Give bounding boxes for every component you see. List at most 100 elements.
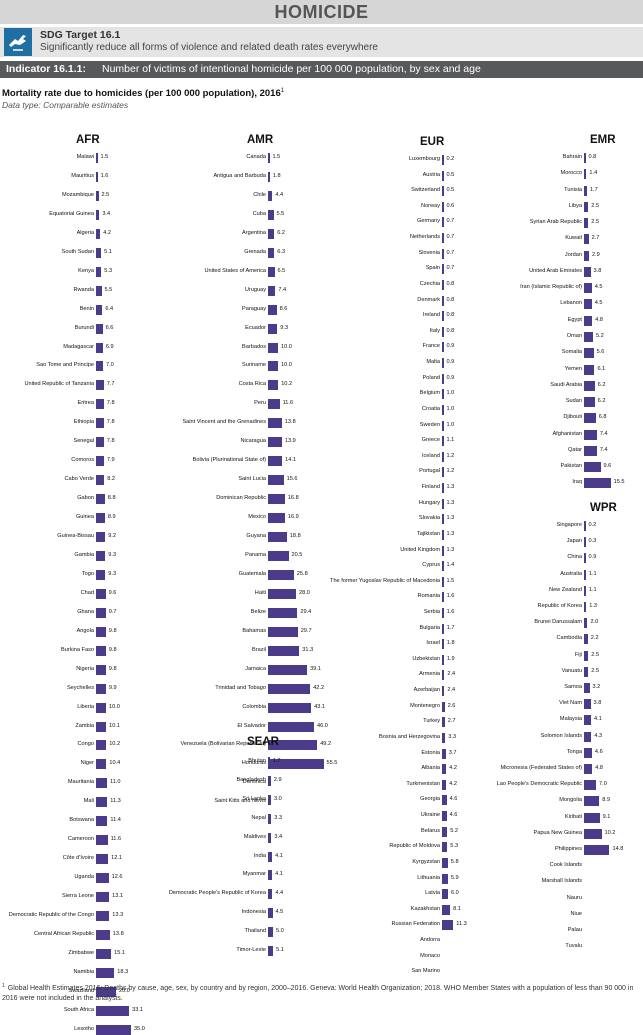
country-label: Russian Federation — [391, 921, 440, 928]
bar-value-label: 7.0 — [106, 362, 114, 369]
bar — [442, 389, 444, 400]
bar — [268, 851, 273, 862]
country-label: Republic of Korea — [537, 603, 582, 609]
country-label: Slovakia — [418, 515, 440, 522]
country-label: Bangladesh — [236, 776, 266, 783]
bar — [442, 811, 447, 822]
country-label: Jordan — [564, 251, 582, 258]
bar-value-label: 2.5 — [591, 202, 600, 209]
country-label: Panama — [245, 551, 266, 558]
bar-value-label: 0.8 — [446, 327, 455, 334]
bar — [268, 889, 273, 900]
country-label: Dominica — [242, 779, 266, 786]
bar-value-label: 6.2 — [597, 381, 606, 388]
country-label: Namibia — [73, 968, 94, 975]
bar-value-label: 20.0 — [119, 987, 130, 994]
bar-value-label: 4.4 — [275, 890, 284, 897]
bar — [268, 740, 318, 751]
bar-value-label: 4.6 — [449, 812, 458, 819]
bar — [442, 701, 445, 712]
bar-value-label: 1.5 — [446, 577, 455, 584]
bar — [96, 740, 107, 751]
country-label: Democratic Republic of the Congo — [8, 912, 94, 918]
bar-value-label: 3.7 — [448, 749, 457, 756]
country-label: Djibouti — [563, 414, 582, 421]
bar-value-label: 11.0 — [110, 779, 121, 786]
bar — [96, 228, 101, 239]
bar — [96, 361, 103, 372]
country-label: Comoros — [71, 457, 94, 464]
country-label: Swaziland — [68, 987, 95, 994]
country-label: Trinidad and Tobago — [215, 684, 266, 691]
bar — [96, 304, 103, 315]
bar-value-label: 15.6 — [286, 476, 298, 483]
bar-value-label: 11.3 — [456, 921, 467, 928]
region-title-wpr: WPR — [590, 502, 617, 514]
bar-value-label: 10.2 — [109, 741, 121, 748]
bar — [268, 908, 273, 919]
bar-value-label: 7.4 — [278, 286, 287, 293]
bar — [584, 845, 610, 855]
bar — [96, 437, 104, 448]
country-label: Malawi — [76, 154, 94, 160]
country-label: Czechia — [419, 280, 440, 287]
bar-value-label: 5.2 — [595, 332, 604, 339]
country-label: Turkmenistan — [406, 780, 440, 787]
bar — [96, 532, 106, 542]
bar — [268, 228, 275, 239]
bar-value-label: 0.9 — [446, 343, 455, 350]
country-label: Kazakhstan — [410, 905, 440, 912]
country-label: India — [253, 852, 266, 859]
bar — [584, 715, 592, 726]
bar-value-label: 5.1 — [276, 947, 284, 953]
country-label: Zambia — [75, 722, 94, 729]
bar — [442, 795, 447, 806]
country-label: Norway — [421, 202, 440, 209]
bar-value-label: 4.1 — [594, 716, 602, 723]
bar — [442, 498, 444, 509]
bar-value-label: 0.8 — [446, 312, 455, 319]
country-label: Togo — [81, 570, 94, 577]
bar-value-label: 7.8 — [106, 438, 115, 445]
bar-value-label: 1.3 — [446, 499, 455, 506]
bar — [268, 832, 272, 843]
bar-value-label: 9.6 — [603, 463, 612, 470]
bar-value-label: 9.8 — [108, 646, 117, 653]
bar — [96, 986, 116, 997]
country-label: Singapore — [556, 522, 582, 528]
country-label: Finland — [421, 484, 440, 491]
country-label: Israel — [426, 640, 440, 647]
country-label: Monaco — [420, 952, 440, 959]
bar — [268, 285, 276, 296]
sdg-target-box: SDG Target 16.1 Significantly reduce all… — [0, 27, 643, 57]
country-label: Lao People's Democratic Republic — [496, 781, 582, 788]
target-text: Significantly reduce all forms of violen… — [40, 42, 378, 53]
bar — [584, 478, 611, 489]
bar-value-label: 13.8 — [112, 930, 124, 937]
bar-value-label: 29.7 — [300, 627, 312, 634]
bar — [442, 576, 444, 587]
country-label: Nicaragua — [240, 438, 267, 445]
bar-value-label: 1.9 — [446, 655, 455, 662]
bar — [442, 561, 444, 572]
country-label: Sri Lanka — [242, 795, 266, 802]
bar — [268, 380, 279, 391]
bar — [584, 683, 590, 693]
page-title: HOMICIDE — [274, 2, 369, 22]
bar-value-label: 4.6 — [449, 796, 458, 803]
bar-value-label: 2.0 — [590, 619, 599, 626]
country-label: Austria — [422, 171, 440, 178]
bar-value-label: 9.1 — [602, 813, 611, 820]
bar — [442, 326, 444, 337]
bar — [442, 358, 444, 369]
country-label: Iran (Islamic Republic of) — [520, 284, 582, 291]
country-label: Maldives — [243, 833, 266, 840]
bar — [96, 873, 109, 884]
bar — [96, 929, 110, 940]
country-label: Cabo Verde — [64, 476, 94, 483]
bar-value-label: 15.1 — [114, 949, 125, 956]
bar — [584, 747, 592, 758]
bar — [96, 607, 106, 618]
country-label: Canada — [246, 154, 266, 160]
country-label: Mexico — [248, 514, 266, 521]
